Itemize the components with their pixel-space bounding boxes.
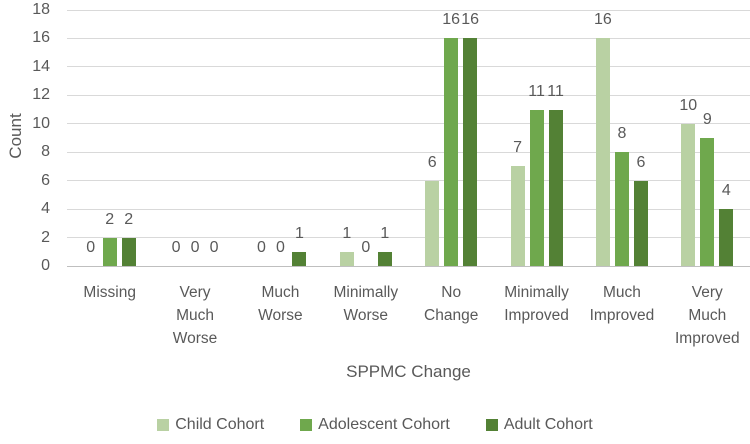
legend-label: Child Cohort (175, 416, 265, 433)
y-tick-label: 6 (41, 171, 50, 189)
gridline (67, 37, 750, 39)
legend-item-adult-cohort: Adult Cohort (485, 416, 593, 434)
y-tick-label: 0 (41, 257, 50, 274)
bar-adolescent-cohort (700, 138, 715, 266)
gridline (67, 180, 750, 182)
x-tick-label-minimally-improved: Minimally Improved (504, 284, 569, 324)
value-label: 0 (171, 239, 181, 256)
x-tick-label-very-much-improved: Very Much Improved (675, 284, 740, 347)
bar-adult-cohort (463, 38, 478, 266)
legend-label: Adolescent Cohort (318, 416, 450, 433)
bar-adolescent-cohort (614, 152, 629, 266)
x-tick-label-much-worse: Much Worse (258, 284, 303, 324)
legend: Child Cohort Adolescent Cohort Adult Cohor… (0, 416, 750, 434)
value-label: 9 (702, 111, 712, 128)
bar-adolescent-cohort (529, 109, 544, 266)
x-tick-label-much-improved: Much Improved (589, 284, 655, 324)
gridline (67, 208, 750, 210)
gridline (67, 123, 750, 125)
bar-adolescent-cohort (444, 38, 459, 266)
x-axis-line (67, 265, 750, 267)
value-label: 0 (361, 239, 371, 256)
value-label: 8 (617, 125, 627, 143)
gridline (67, 66, 750, 68)
value-label: 0 (209, 239, 219, 256)
value-label: 11 (528, 82, 545, 100)
value-label: 11 (547, 82, 564, 100)
bar-adult-cohort (377, 251, 392, 266)
value-label: 1 (380, 224, 390, 242)
bar-adult-cohort (292, 251, 307, 266)
bar-child-cohort (681, 123, 696, 266)
value-label: 1 (342, 224, 352, 242)
legend-swatch-icon (485, 419, 498, 431)
value-label: 4 (721, 182, 731, 200)
legend-swatch-icon (157, 419, 170, 431)
bar-adult-cohort (121, 237, 136, 266)
y-tick-label: 16 (32, 29, 50, 47)
legend-item-child-cohort: Child Cohort (157, 416, 264, 434)
gridline (67, 94, 750, 96)
gridline (67, 9, 750, 11)
bar-adolescent-cohort (102, 237, 117, 266)
value-label: 6 (427, 153, 437, 171)
value-label: 2 (105, 210, 115, 228)
bar-child-cohort (510, 166, 525, 266)
x-tick-label-no-change: No Change (424, 284, 479, 324)
y-tick-label: 14 (32, 57, 50, 75)
x-tick-label-very-much-worse: Very Much Worse (172, 284, 218, 347)
y-tick-label: 10 (32, 114, 50, 132)
y-tick-label: 18 (32, 1, 50, 18)
value-label: 16 (594, 11, 612, 29)
x-axis-title: SPPMC Change (346, 362, 471, 381)
bar-adult-cohort (548, 109, 563, 266)
value-label: 16 (442, 11, 461, 29)
y-tick-label: 2 (41, 228, 50, 246)
bar-child-cohort (425, 180, 440, 266)
bar-adult-cohort (719, 209, 734, 266)
legend-swatch-icon (300, 419, 313, 431)
value-label: 1 (294, 224, 304, 242)
value-label: 0 (256, 239, 266, 256)
value-label: 0 (86, 239, 96, 256)
y-tick-label: 8 (41, 143, 50, 161)
value-label: 0 (275, 239, 285, 256)
y-tick-label: 12 (32, 86, 50, 104)
bar-adult-cohort (633, 180, 648, 266)
gridline (67, 151, 750, 153)
value-label: 7 (513, 139, 523, 157)
value-label: 16 (461, 11, 480, 29)
x-tick-label-minimally-worse: Minimally Worse (333, 284, 399, 324)
legend-item-adolescent-cohort: Adolescent Cohort (300, 416, 450, 434)
bar-child-cohort (595, 38, 610, 266)
x-tick-label-missing: Missing (83, 284, 136, 301)
bar-child-cohort (339, 251, 354, 266)
value-label: 10 (679, 96, 698, 114)
value-label: 0 (190, 239, 200, 256)
gridline (67, 237, 750, 239)
value-label: 2 (124, 210, 134, 228)
y-tick-label: 4 (41, 200, 50, 218)
legend-label: Adult Cohort (503, 416, 593, 433)
value-label: 6 (636, 153, 646, 171)
